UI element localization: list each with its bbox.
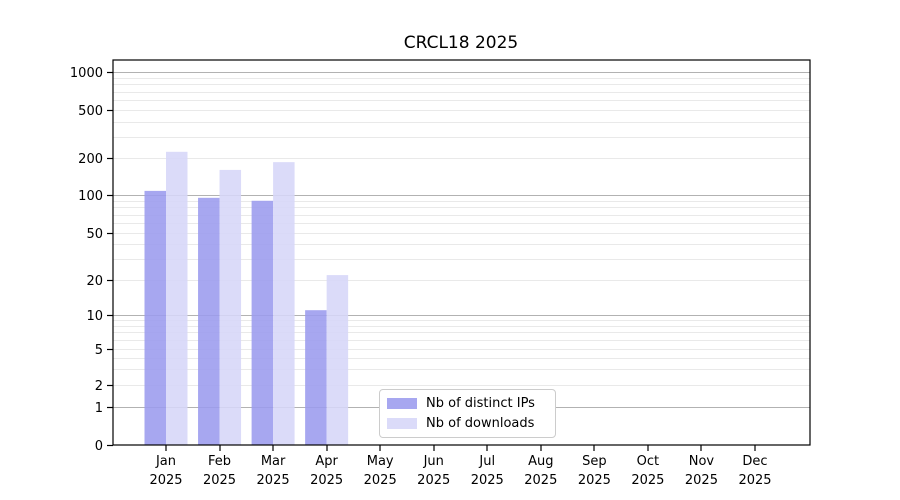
x-tick-label-month: Feb [208,454,231,469]
x-tick-label-month: Mar [261,454,286,469]
legend-swatch-distinct-ips [387,398,417,409]
x-tick-label-year: 2025 [417,473,450,488]
y-tick-label: 1000 [70,66,103,81]
bar-ips-feb [198,197,220,445]
y-tick-label: 200 [78,152,103,167]
x-tick-label-month: May [367,454,394,469]
y-tick-label: 10 [86,309,103,324]
x-tick-label-month: Jul [478,454,495,469]
x-tick-label-month: Jan [155,454,176,469]
legend-swatch-downloads [387,418,417,429]
bar-downloads-mar [273,162,295,445]
x-tick-label-month: Sep [582,454,607,469]
x-tick-label-year: 2025 [310,473,343,488]
x-tick-label-month: Aug [528,454,553,469]
legend-item-distinct-ips: Nb of distinct IPs [387,396,548,411]
legend-label-downloads: Nb of downloads [426,416,535,431]
x-tick-label-month: Oct [637,454,659,469]
x-tick-label-year: 2025 [471,473,504,488]
x-tick-label-year: 2025 [524,473,557,488]
bar-ips-mar [251,200,274,445]
x-tick-label-year: 2025 [578,473,611,488]
y-tick-label: 5 [95,343,103,358]
y-tick-label: 20 [86,274,103,289]
chart-title: CRCL18 2025 [403,33,519,53]
y-tick-label: 1 [95,401,103,416]
bar-downloads-jan [166,151,188,445]
x-tick-label-month: Dec [742,454,767,469]
x-tick-label-year: 2025 [685,473,718,488]
bar-ips-jan [144,190,166,445]
bar-downloads-feb [219,169,242,445]
y-tick-label: 500 [78,104,103,119]
x-tick-label-year: 2025 [364,473,397,488]
legend-label-distinct-ips: Nb of distinct IPs [426,396,535,411]
x-tick-label-month: Apr [315,454,338,469]
x-tick-label-year: 2025 [203,473,236,488]
x-tick-label-year: 2025 [257,473,290,488]
bar-ips-apr [305,310,327,445]
y-tick-label: 100 [78,189,103,204]
x-tick-label-month: Jun [423,454,444,469]
y-tick-label: 50 [86,227,103,242]
legend: Nb of distinct IPs Nb of downloads [379,389,556,438]
x-tick-label-month: Nov [689,454,715,469]
plot-border [112,59,811,446]
y-tick-label: 2 [95,379,103,394]
y-tick-label: 0 [95,439,103,454]
bar-downloads-apr [326,275,349,445]
legend-item-downloads: Nb of downloads [387,416,548,431]
x-tick-label-year: 2025 [149,473,182,488]
x-tick-label-year: 2025 [738,473,771,488]
x-tick-label-year: 2025 [631,473,664,488]
